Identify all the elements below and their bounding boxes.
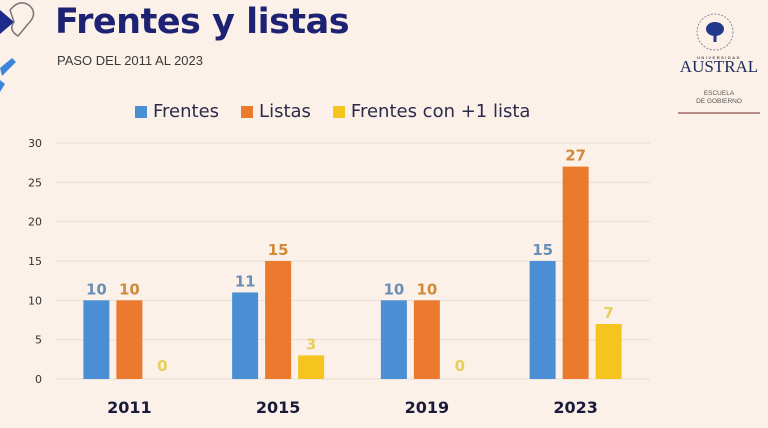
data-label: 0 <box>157 357 167 375</box>
bar-frentes <box>380 300 407 379</box>
data-label: 10 <box>119 280 140 298</box>
bar-listas <box>562 166 589 379</box>
logo-divider <box>678 112 760 114</box>
legend-label-frentes-mas-lista: Frentes con +1 lista <box>350 101 531 122</box>
data-label: 0 <box>455 357 465 375</box>
legend-item-listas: Listas <box>241 101 311 122</box>
y-tick-label: 25 <box>28 176 42 189</box>
bar-listas <box>413 300 440 379</box>
y-tick-label: 30 <box>28 137 42 150</box>
bar-frentes-con-1-lista <box>298 355 325 379</box>
page-title: Frentes y listas <box>55 2 350 42</box>
legend-swatch-listas <box>241 105 254 118</box>
bar-frentes-con-1-lista <box>595 323 622 379</box>
logo-school-line1: ESCUELA <box>703 90 735 97</box>
logo-university-small: UNIVERSIDAD <box>696 55 742 60</box>
x-tick-label: 2015 <box>256 398 301 417</box>
legend-label-listas: Listas <box>259 101 311 122</box>
data-label: 11 <box>235 272 256 290</box>
logo-university-name: AUSTRAL <box>679 57 759 76</box>
legend-item-frentes-mas-lista: Frentes con +1 lista <box>332 101 531 122</box>
bar-listas <box>265 261 292 379</box>
data-label: 10 <box>416 280 437 298</box>
data-label: 15 <box>268 241 289 259</box>
bar-frentes <box>83 300 110 379</box>
data-label: 7 <box>603 304 613 322</box>
x-tick-label: 2023 <box>553 398 598 417</box>
data-label: 27 <box>565 147 586 165</box>
decorative-arrows-icon <box>0 2 35 92</box>
bar-listas <box>116 300 143 379</box>
x-tick-label: 2011 <box>107 398 152 417</box>
legend-label-frentes: Frentes <box>153 101 220 122</box>
logo-school-line2: DE GOBIERNO <box>696 98 742 105</box>
legend-item-frentes: Frentes <box>135 101 219 122</box>
y-tick-label: 20 <box>28 216 42 229</box>
tree-seal-icon <box>696 13 734 51</box>
y-tick-label: 0 <box>35 373 42 386</box>
chart-legend: Frentes Listas Frentes con +1 lista <box>135 101 530 122</box>
data-label: 10 <box>86 280 107 298</box>
university-logo: UNIVERSIDAD AUSTRAL ESCUELA DE GOBIERNO <box>670 8 768 118</box>
logo-school: ESCUELA DE GOBIERNO <box>670 90 768 106</box>
page-subtitle: PASO DEL 2011 AL 2023 <box>57 53 203 68</box>
x-tick-label: 2019 <box>405 398 450 417</box>
y-tick-label: 5 <box>35 334 42 347</box>
bar-frentes <box>232 292 259 379</box>
data-label: 15 <box>532 241 553 259</box>
legend-swatch-frentes-mas-lista <box>332 105 345 118</box>
legend-swatch-frentes <box>135 105 147 118</box>
bar-frentes <box>529 261 556 379</box>
data-label: 10 <box>383 280 404 298</box>
y-tick-label: 10 <box>28 294 42 307</box>
data-label: 3 <box>306 335 316 353</box>
y-tick-label: 15 <box>28 255 42 268</box>
